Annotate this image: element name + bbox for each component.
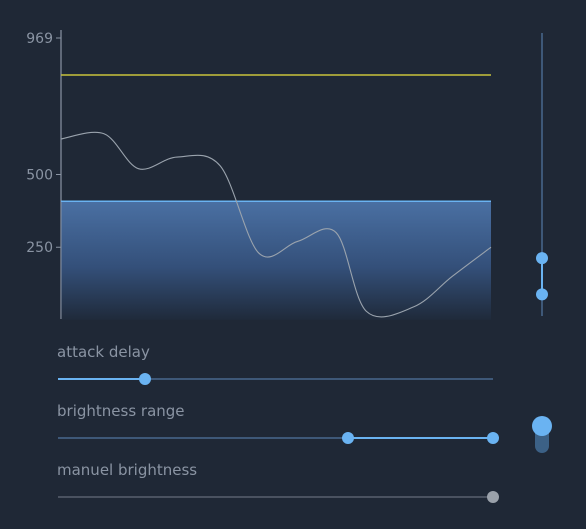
brightness-chart: 250 500 969 [26, 30, 548, 320]
brightness-range-fill [348, 437, 493, 439]
brightness-range-high-thumb[interactable] [487, 432, 499, 444]
manuel-brightness-track[interactable] [58, 496, 493, 498]
y-tick-label: 500 [26, 167, 53, 183]
ambient-curve [60, 131, 492, 318]
y-tick-label: 969 [26, 31, 53, 47]
brightness-range-label: brightness range [57, 402, 185, 420]
auto-brightness-toggle-knob[interactable] [532, 416, 552, 436]
brightness-range-low-thumb[interactable] [342, 432, 355, 444]
y-tick-label: 250 [26, 240, 53, 256]
attack-delay-track[interactable] [58, 378, 493, 380]
attack-delay-thumb[interactable] [139, 373, 151, 385]
brightness-range-track[interactable] [58, 437, 493, 439]
brightness-level-area [61, 201, 491, 320]
manuel-brightness-thumb[interactable] [487, 491, 499, 503]
attack-delay-label: attack delay [57, 343, 150, 361]
vertical-range-high-thumb[interactable] [536, 252, 548, 265]
vertical-range-low-thumb[interactable] [536, 288, 548, 301]
manuel-brightness-label: manuel brightness [57, 461, 198, 479]
attack-delay-fill [58, 378, 145, 380]
